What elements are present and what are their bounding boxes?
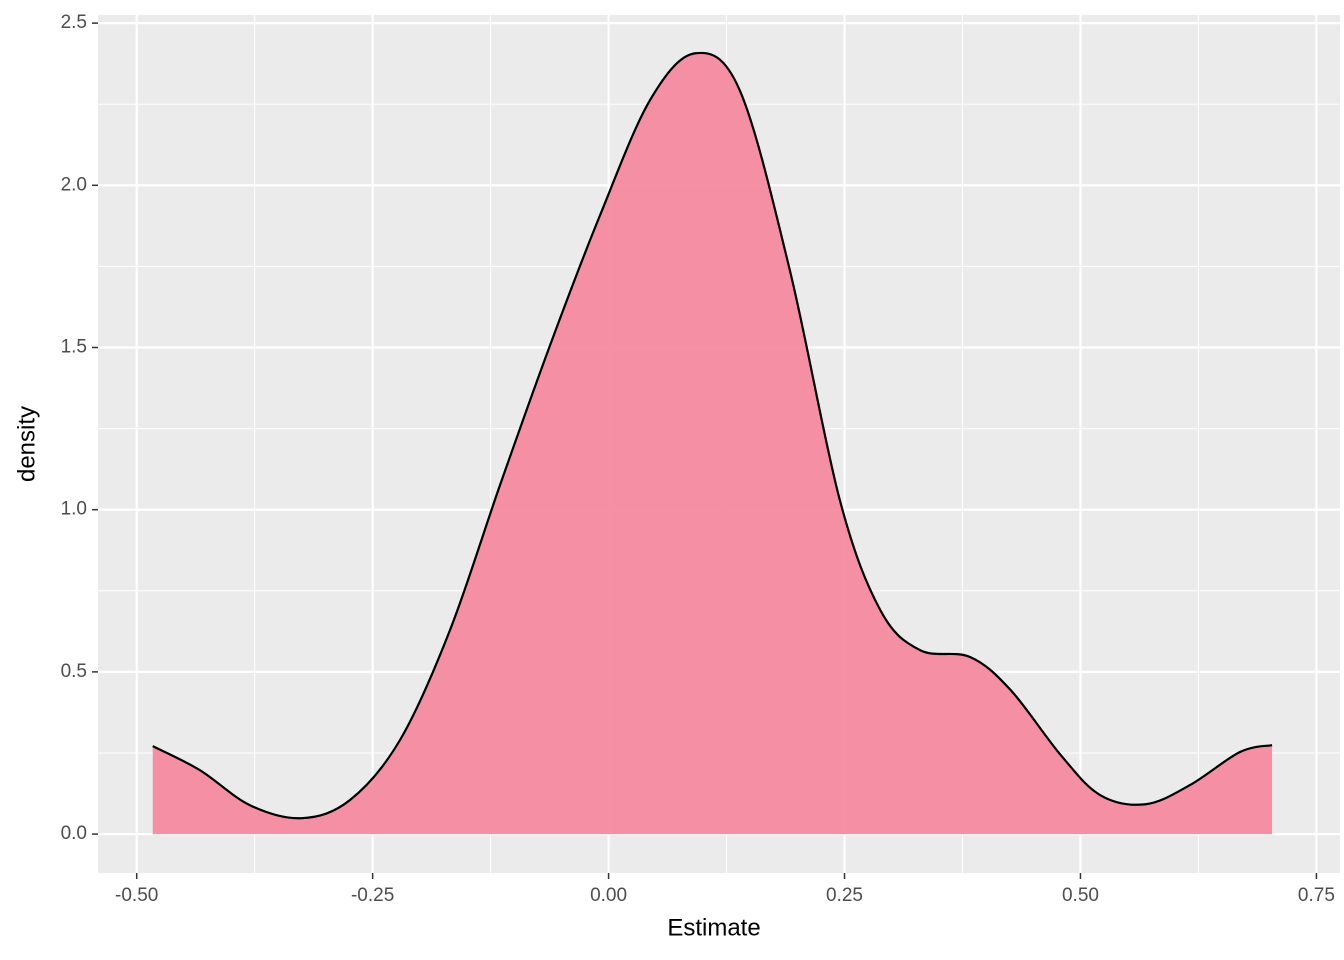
marks xyxy=(152,51,1273,835)
x-axis-title: Estimate xyxy=(667,914,760,941)
y-tick-label: 2.0 xyxy=(61,174,87,195)
x-tick-label: 0.50 xyxy=(1062,885,1099,906)
x-tick-label: 0.25 xyxy=(826,885,863,906)
y-tick-label: 1.5 xyxy=(61,337,87,358)
density-area xyxy=(152,52,1273,835)
y-tick-label: 1.0 xyxy=(61,499,87,520)
x-tick-label: -0.25 xyxy=(351,885,394,906)
y-tick-label: 2.5 xyxy=(61,12,87,33)
y-tick-label: 0.0 xyxy=(61,823,87,844)
x-tick-label: 0.00 xyxy=(590,885,627,906)
density-line xyxy=(152,51,1273,820)
x-tick-label: -0.50 xyxy=(115,885,158,906)
axes: -0.50 -0.25 0.00 0.25 0.50 0.75 0.0 0.5 1.0 1.5 2.… xyxy=(61,12,1335,906)
y-axis-title: density xyxy=(13,406,40,482)
y-tick-label: 0.5 xyxy=(61,661,87,682)
x-tick-label: 0.75 xyxy=(1298,885,1335,906)
